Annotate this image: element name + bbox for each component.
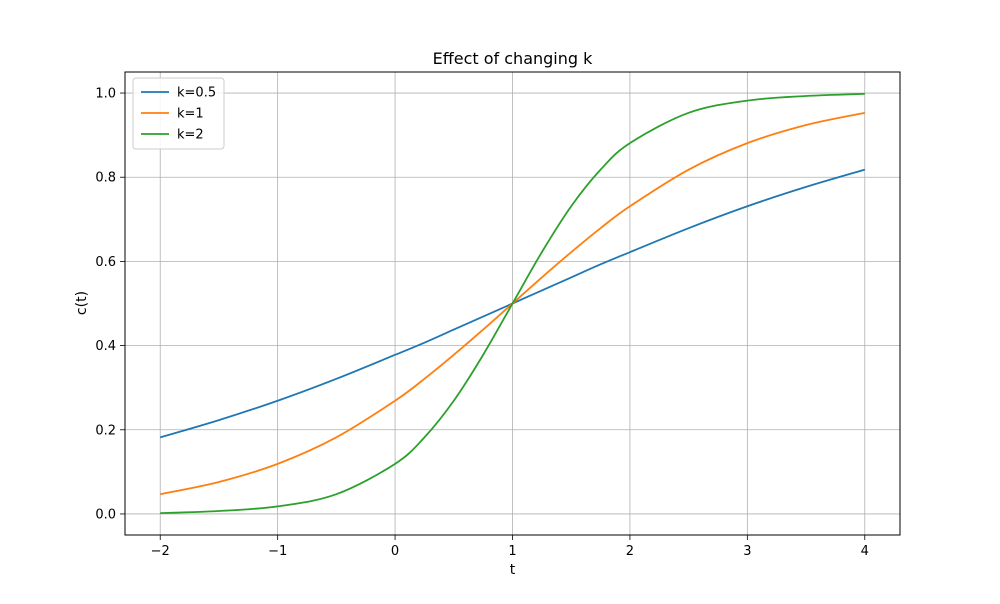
series-line-k=2 bbox=[160, 92, 865, 515]
series-lines bbox=[159, 92, 866, 515]
x-tick-label: −1 bbox=[268, 544, 287, 559]
x-tick-label: 2 bbox=[626, 544, 634, 559]
y-tick-label: 0.8 bbox=[95, 171, 116, 186]
y-tick-label: 0.6 bbox=[95, 255, 116, 270]
x-tick-label: −2 bbox=[151, 544, 170, 559]
y-axis-ticks: 0.0 0.2 0.4 0.6 0.8 1.0 bbox=[95, 87, 125, 522]
legend-label: k=2 bbox=[177, 128, 204, 143]
legend-label: k=0.5 bbox=[177, 86, 216, 101]
x-axis-label: t bbox=[510, 562, 516, 578]
x-tick-label: 0 bbox=[391, 544, 399, 559]
x-tick-label: 4 bbox=[861, 544, 869, 559]
legend-box bbox=[132, 77, 225, 150]
y-tick-label: 0.4 bbox=[95, 339, 116, 354]
y-axis-label: c(t) bbox=[74, 291, 90, 315]
x-axis-ticks: −2 −1 0 1 2 3 4 bbox=[151, 535, 869, 559]
x-tick-label: 3 bbox=[743, 544, 751, 559]
y-tick-label: 0.2 bbox=[95, 423, 116, 438]
grid-lines bbox=[125, 72, 900, 535]
y-tick-label: 1.0 bbox=[95, 87, 116, 102]
legend-label: k=1 bbox=[177, 107, 204, 122]
y-tick-label: 0.0 bbox=[95, 507, 116, 522]
chart-title: Effect of changing k bbox=[433, 49, 594, 68]
legend: k=0.5 k=1 k=2 bbox=[132, 77, 225, 150]
x-tick-label: 1 bbox=[508, 544, 516, 559]
